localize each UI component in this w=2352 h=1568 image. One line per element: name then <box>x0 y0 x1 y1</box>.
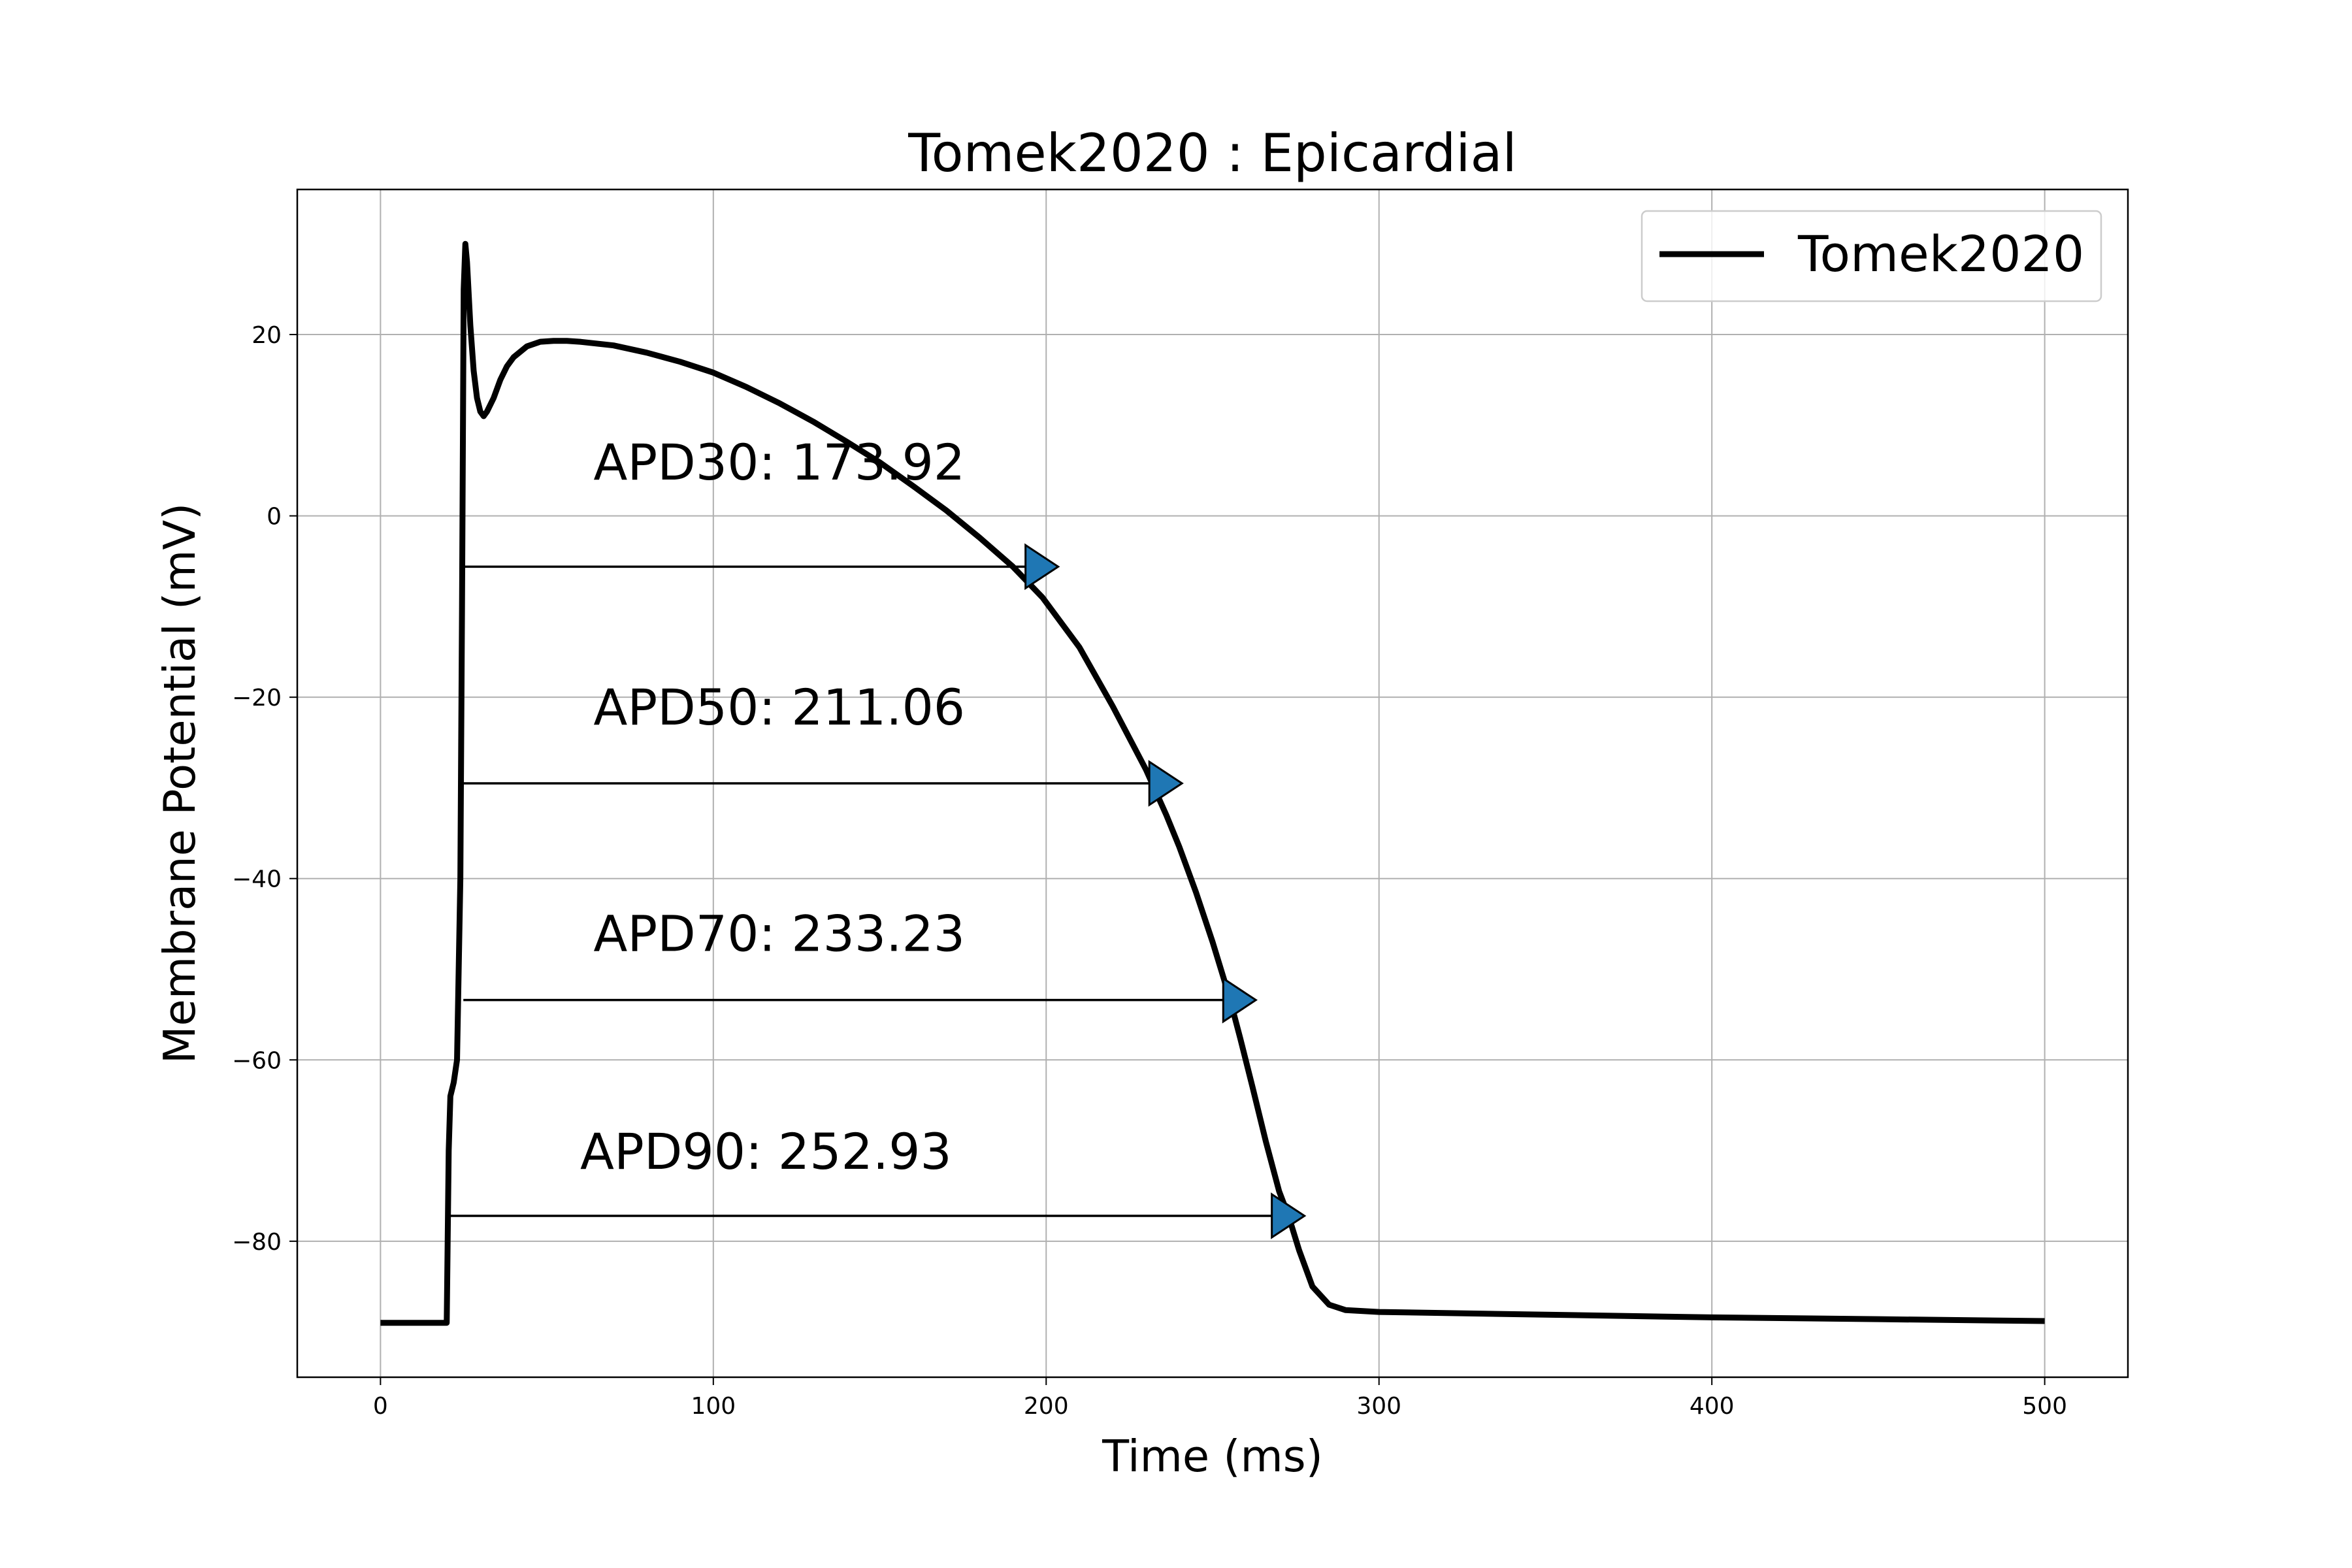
x-tick-label: 100 <box>691 1393 736 1420</box>
y-tick-label: −40 <box>232 866 282 893</box>
chart-title: Tomek2020 : Epicardial <box>907 123 1516 184</box>
apd-annotations: APD30: 173.92 APD50: 211.06 APD70: 233.23 A… <box>447 433 1307 1239</box>
apd-arrow-marker <box>1024 543 1060 591</box>
y-tick-label: 20 <box>252 322 282 349</box>
apd-arrow-marker <box>1148 760 1184 807</box>
legend-box <box>1641 210 2102 302</box>
y-tick-label: −60 <box>232 1047 282 1074</box>
apd-label: APD30: 173.92 <box>593 433 965 491</box>
series-line-tomek2020 <box>380 240 2045 1326</box>
apd-arrow-marker <box>1222 976 1258 1024</box>
y-tick-label: 0 <box>267 504 282 531</box>
y-tick-label: −80 <box>232 1229 282 1256</box>
legend-label-tomek2020: Tomek2020 <box>1797 225 2084 283</box>
legend: Tomek2020 <box>1641 210 2102 302</box>
x-tick-label: 400 <box>1690 1393 1735 1420</box>
apd-label: APD70: 233.23 <box>593 905 965 963</box>
y-axis-label: Membrane Potential (mV) <box>154 503 205 1064</box>
x-tick-label: 300 <box>1356 1393 1401 1420</box>
x-tick-label: 200 <box>1024 1393 1069 1420</box>
series-layer <box>380 240 2045 1326</box>
y-tick-label: −20 <box>232 685 282 711</box>
apd-arrow-marker <box>1271 1192 1307 1239</box>
x-tick-label: 500 <box>2022 1393 2067 1420</box>
plot-frame <box>296 188 2129 1379</box>
x-tick-label: 0 <box>373 1393 388 1420</box>
apd-label: APD90: 252.93 <box>580 1122 952 1181</box>
x-axis-label: Time (ms) <box>1102 1431 1323 1482</box>
apd-label: APD50: 211.06 <box>593 678 965 736</box>
axis-ticks: 0 100 200 300 400 500 −80 −60 −40 −20 0 20 <box>232 322 2067 1420</box>
